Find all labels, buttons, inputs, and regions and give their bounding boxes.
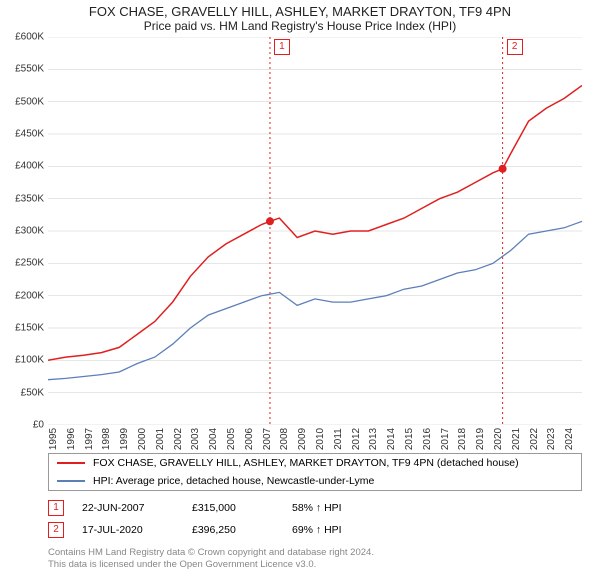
event-pct: 69% ↑ HPI: [292, 524, 342, 536]
legend-swatch: [57, 462, 85, 464]
x-tick-label: 2001: [155, 428, 166, 450]
x-tick-label: 1995: [48, 428, 59, 450]
legend-row: HPI: Average price, detached house, Newc…: [49, 472, 581, 490]
series-hpi: [48, 221, 582, 379]
y-tick-label: £300K: [15, 226, 44, 237]
event-point-2: [499, 165, 507, 173]
x-tick-label: 2012: [351, 428, 362, 450]
footer-line: This data is licensed under the Open Gov…: [48, 559, 582, 571]
x-tick-label: 2004: [208, 428, 219, 450]
event-row: 2 17-JUL-2020£396,25069% ↑ HPI: [48, 519, 582, 541]
event-date: 22-JUN-2007: [82, 502, 192, 514]
y-tick-label: £550K: [15, 64, 44, 75]
x-tick-label: 1996: [66, 428, 77, 450]
y-tick-label: £150K: [15, 323, 44, 334]
x-tick-label: 2015: [404, 428, 415, 450]
x-tick-label: 2013: [368, 428, 379, 450]
y-tick-label: £450K: [15, 129, 44, 140]
y-tick-label: £500K: [15, 96, 44, 107]
event-table: 1 22-JUN-2007£315,00058% ↑ HPI 2 17-JUL-202…: [48, 497, 582, 541]
chart-title: FOX CHASE, GRAVELLY HILL, ASHLEY, MARKET…: [0, 0, 600, 19]
x-tick-label: 2007: [262, 428, 273, 450]
x-tick-label: 2019: [475, 428, 486, 450]
event-price: £315,000: [192, 502, 292, 514]
event-date: 17-JUL-2020: [82, 524, 192, 536]
legend-label: FOX CHASE, GRAVELLY HILL, ASHLEY, MARKET…: [93, 457, 519, 469]
x-tick-label: 1998: [101, 428, 112, 450]
legend: FOX CHASE, GRAVELLY HILL, ASHLEY, MARKET…: [48, 453, 582, 491]
y-tick-label: £600K: [15, 32, 44, 43]
y-tick-label: £0: [33, 420, 44, 431]
x-tick-label: 2006: [244, 428, 255, 450]
event-price: £396,250: [192, 524, 292, 536]
y-tick-label: £50K: [21, 387, 44, 398]
x-tick-label: 2020: [493, 428, 504, 450]
y-tick-label: £250K: [15, 258, 44, 269]
x-tick-label: 2009: [297, 428, 308, 450]
y-tick-label: £350K: [15, 193, 44, 204]
event-num-box: 1: [48, 500, 64, 516]
x-tick-label: 2008: [279, 428, 290, 450]
x-tick-label: 2018: [457, 428, 468, 450]
legend-label: HPI: Average price, detached house, Newc…: [93, 475, 374, 487]
y-tick-label: £400K: [15, 161, 44, 172]
x-tick-label: 2023: [546, 428, 557, 450]
legend-row: FOX CHASE, GRAVELLY HILL, ASHLEY, MARKET…: [49, 454, 581, 472]
x-tick-label: 2003: [190, 428, 201, 450]
event-num-box: 2: [48, 522, 64, 538]
x-tick-label: 2024: [564, 428, 575, 450]
event-pct: 58% ↑ HPI: [292, 502, 342, 514]
x-tick-label: 1999: [119, 428, 130, 450]
chart-subtitle: Price paid vs. HM Land Registry's House …: [0, 19, 600, 37]
event-point-1: [266, 217, 274, 225]
x-tick-label: 2014: [386, 428, 397, 450]
x-tick-label: 2002: [173, 428, 184, 450]
legend-swatch: [57, 480, 85, 482]
x-tick-label: 2000: [137, 428, 148, 450]
y-tick-label: £100K: [15, 355, 44, 366]
y-tick-label: £200K: [15, 290, 44, 301]
x-tick-label: 2022: [529, 428, 540, 450]
footer-line: Contains HM Land Registry data © Crown c…: [48, 547, 582, 559]
x-tick-label: 2021: [511, 428, 522, 450]
series-property: [48, 86, 582, 361]
x-tick-label: 2010: [315, 428, 326, 450]
x-tick-label: 2017: [440, 428, 451, 450]
x-tick-label: 2016: [422, 428, 433, 450]
x-tick-label: 2011: [333, 428, 344, 450]
chart-plot-area: £0£50K£100K£150K£200K£250K£300K£350K£400…: [48, 37, 582, 425]
event-row: 1 22-JUN-2007£315,00058% ↑ HPI: [48, 497, 582, 519]
x-tick-label: 1997: [84, 428, 95, 450]
footer: Contains HM Land Registry data © Crown c…: [48, 547, 582, 572]
x-tick-label: 2005: [226, 428, 237, 450]
